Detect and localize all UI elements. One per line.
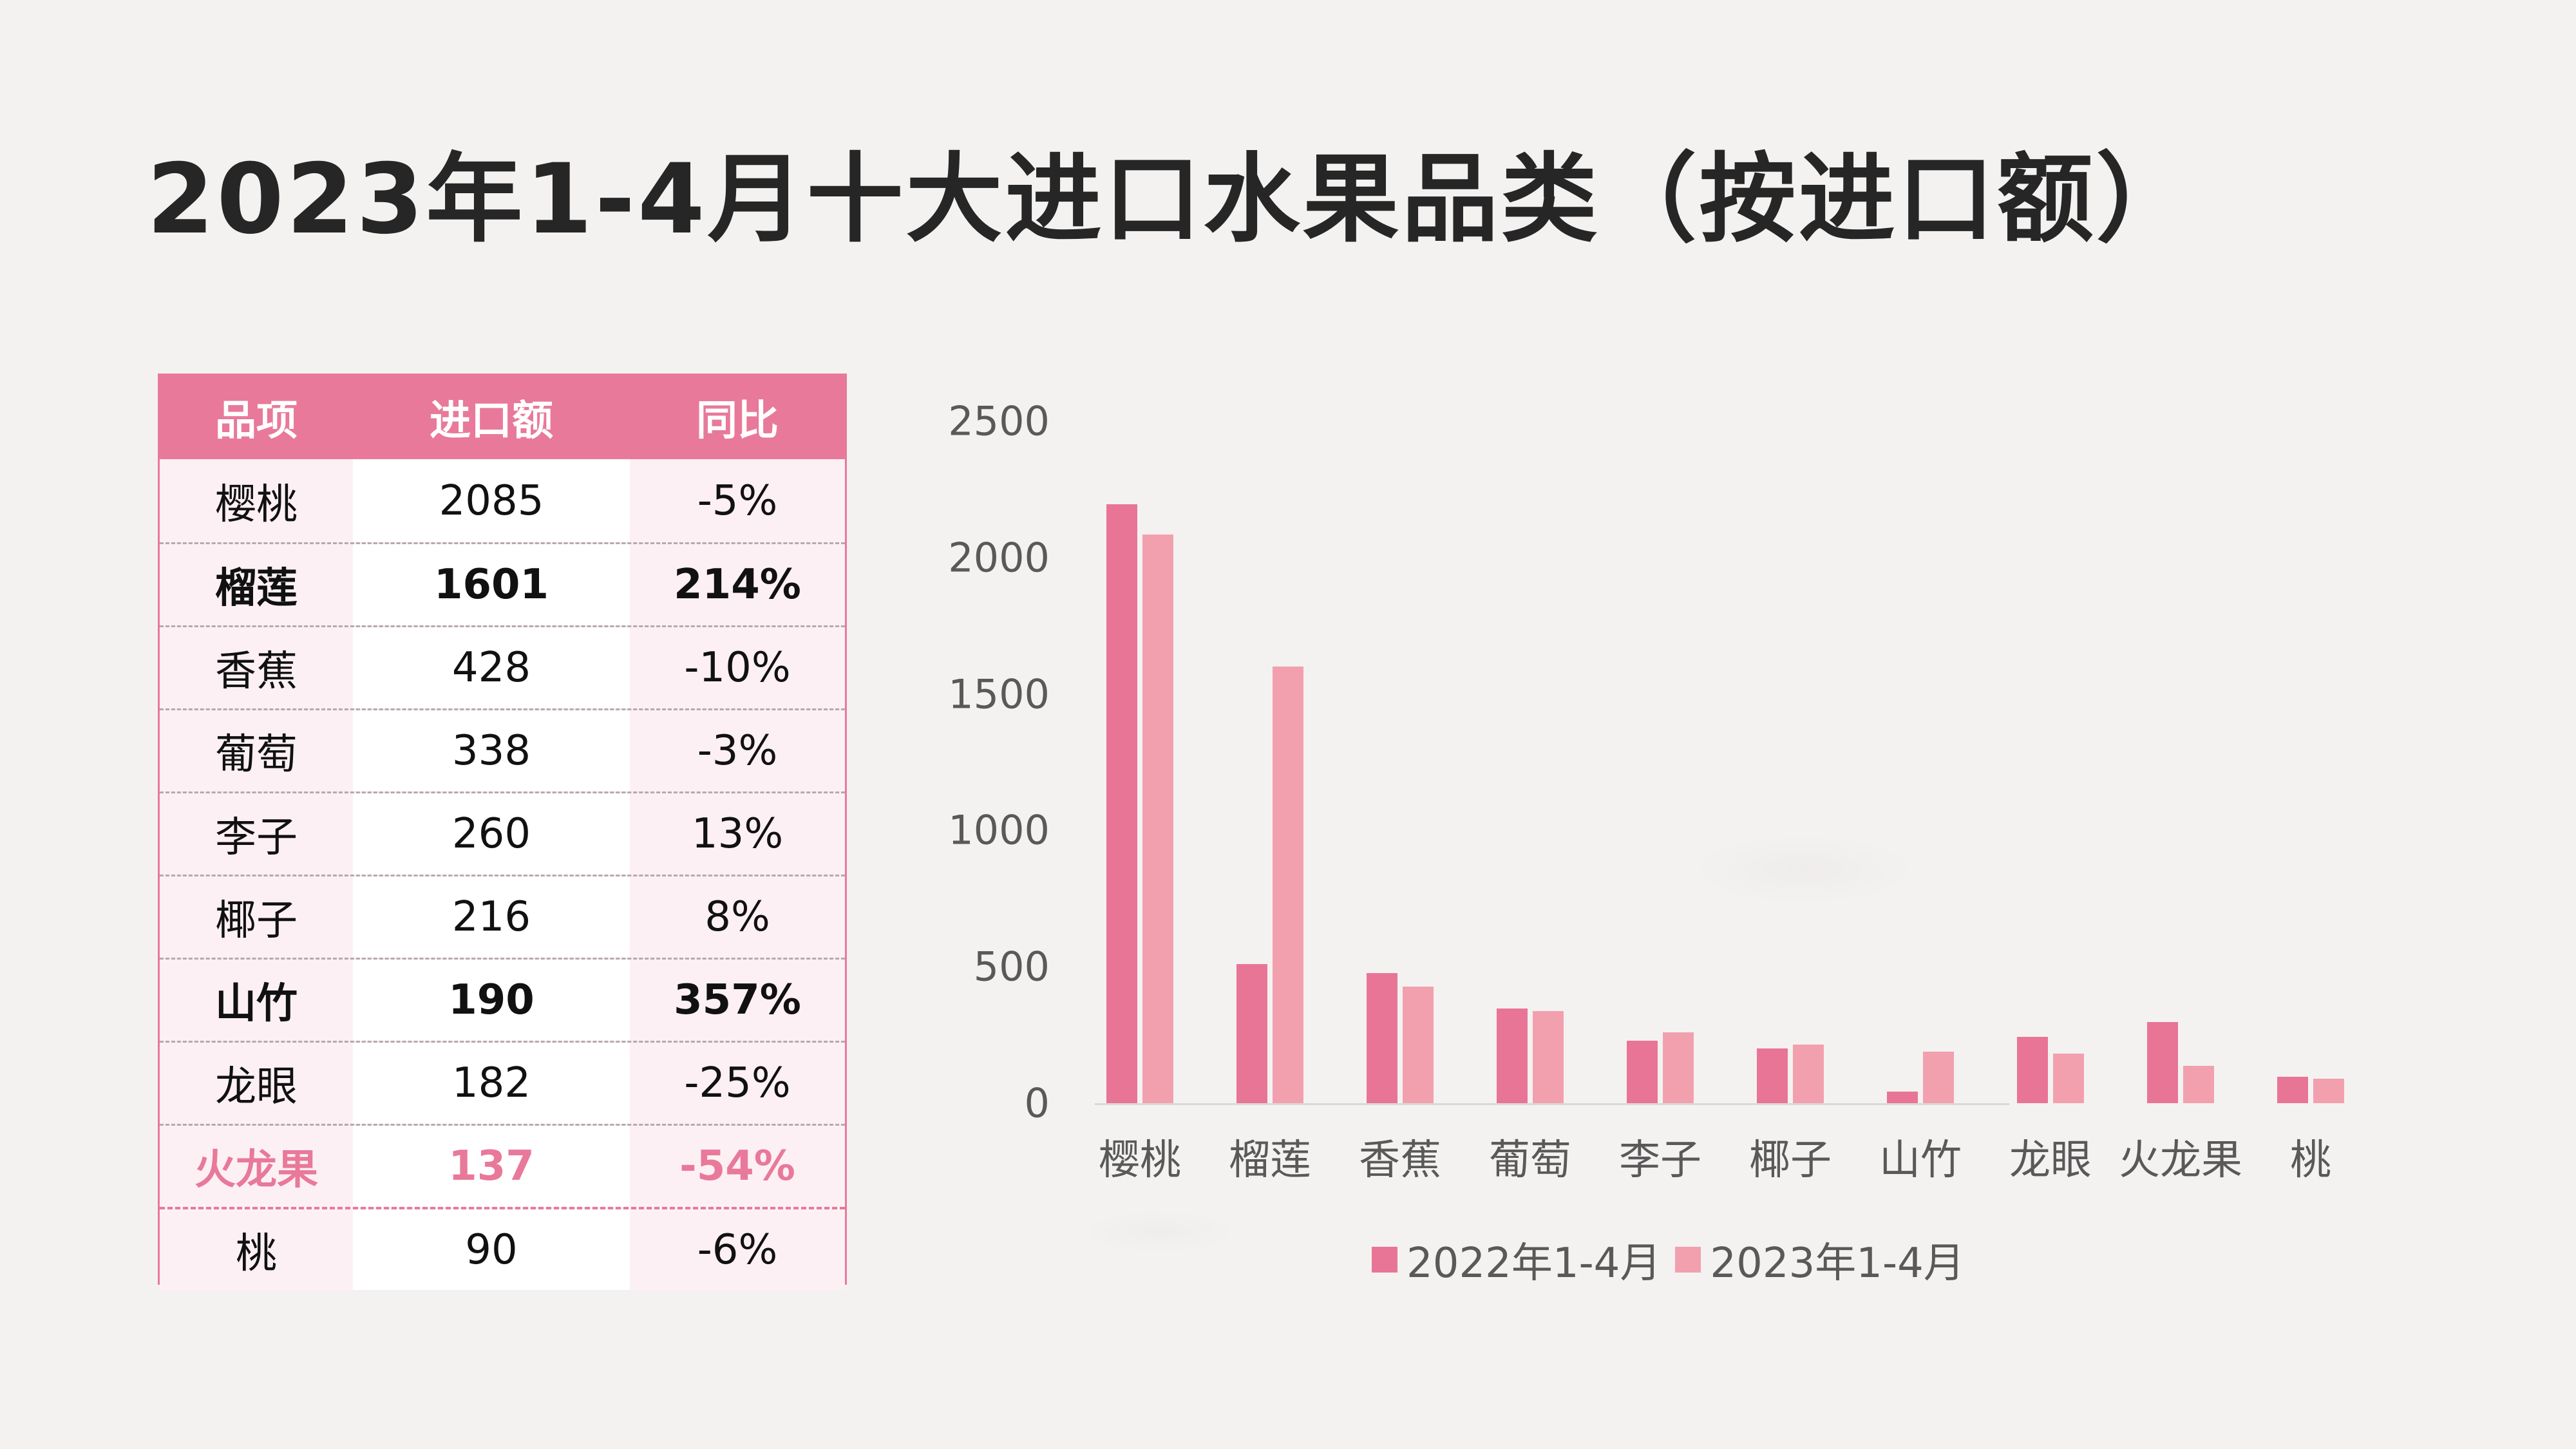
bar-2023[interactable]	[1273, 666, 1303, 1103]
cell-value: 338	[353, 710, 630, 791]
bar-2023[interactable]	[1923, 1051, 1954, 1103]
cell-item: 桃	[160, 1209, 353, 1290]
y-tick-label: 2500	[948, 397, 1050, 445]
cell-value: 137	[353, 1126, 630, 1207]
cell-item: 火龙果	[160, 1126, 353, 1207]
cell-item: 椰子	[160, 876, 353, 958]
table-header: 品项 进口额 同比	[160, 375, 845, 459]
bar-2023[interactable]	[1142, 534, 1173, 1103]
bar-2023[interactable]	[2313, 1078, 2344, 1103]
bar-2022[interactable]	[1757, 1048, 1788, 1103]
cell-value: 182	[353, 1043, 630, 1124]
cell-value: 90	[353, 1209, 630, 1290]
table-row: 桃 90 -6%	[160, 1207, 845, 1290]
y-tick-label: 500	[973, 943, 1050, 990]
bar-2022[interactable]	[1887, 1092, 1918, 1103]
bar-2022[interactable]	[1106, 504, 1137, 1103]
x-tick-label: 樱桃	[1099, 1137, 1181, 1184]
header-value: 进口额	[430, 397, 553, 445]
legend: 2022年1-4月 2023年1-4月	[1372, 1230, 1979, 1289]
table-row: 椰子 216 8%	[160, 875, 845, 958]
cell-item: 葡萄	[160, 710, 353, 791]
table-row: 李子 260 13%	[160, 791, 845, 875]
header-yoy: 同比	[696, 397, 779, 445]
table-body: 樱桃 2085 -5% 榴莲 1601 214% 香蕉 428 -10% 葡萄 338 -3% 李子 26…	[160, 459, 845, 1290]
fruit-import-table: 品项 进口额 同比 樱桃 2085 -5% 榴莲 1601 214% 香蕉 428 -10% 葡萄…	[158, 374, 847, 1290]
x-tick-label: 山竹	[1879, 1137, 1962, 1184]
cell-item: 李子	[160, 793, 353, 875]
bar-2023[interactable]	[1663, 1032, 1694, 1103]
cell-yoy: 8%	[630, 876, 845, 958]
x-tick-label: 桃	[2290, 1137, 2331, 1184]
cell-value: 260	[353, 793, 630, 875]
bar-2023[interactable]	[2053, 1053, 2084, 1103]
cell-yoy: -25%	[630, 1043, 845, 1124]
x-tick-label: 葡萄	[1489, 1137, 1571, 1184]
table-row: 香蕉 428 -10%	[160, 625, 845, 708]
bar-2022[interactable]	[1367, 973, 1397, 1103]
cell-value: 428	[353, 627, 630, 708]
y-tick-label: 1000	[948, 806, 1050, 854]
cell-yoy: -3%	[630, 710, 845, 791]
bar-2023[interactable]	[2183, 1065, 2214, 1103]
cell-item: 樱桃	[160, 459, 353, 542]
x-tick-label: 香蕉	[1359, 1137, 1441, 1184]
table-row: 榴莲 1601 214%	[160, 542, 845, 625]
x-tick-label: 椰子	[1749, 1137, 1832, 1184]
cell-value: 1601	[353, 544, 630, 625]
y-tick-label: 2000	[948, 534, 1050, 582]
x-tick-label: 龙眼	[2009, 1137, 2092, 1184]
legend-label-2022: 2022年1-4月	[1406, 1240, 1662, 1287]
table-row: 樱桃 2085 -5%	[160, 459, 845, 542]
bar-2022[interactable]	[1627, 1040, 1658, 1103]
table-row: 火龙果 137 -54%	[160, 1124, 845, 1207]
header-item: 品项	[215, 397, 298, 445]
table-row: 葡萄 338 -3%	[160, 708, 845, 791]
bar-2023[interactable]	[1533, 1010, 1564, 1103]
bar-2022[interactable]	[1497, 1008, 1528, 1103]
x-tick-label: 火龙果	[2119, 1137, 2242, 1184]
bar-2023[interactable]	[1403, 986, 1434, 1103]
x-tick-label: 李子	[1619, 1137, 1701, 1184]
cell-item: 山竹	[160, 960, 353, 1041]
cell-value: 216	[353, 876, 630, 958]
cell-yoy: 13%	[630, 793, 845, 875]
y-tick-label: 0	[1024, 1079, 1050, 1127]
legend-swatch-2022	[1372, 1247, 1397, 1273]
cell-yoy: 214%	[630, 544, 845, 625]
cell-value: 190	[353, 960, 630, 1041]
y-tick-label: 1500	[948, 670, 1050, 718]
bar-2022[interactable]	[1236, 963, 1267, 1103]
bar-chart: 2500 2000 1500 1000 500 0 樱桃 榴莲 香蕉 葡萄 李子 椰子 山竹 龙眼 火龙果…	[927, 386, 2409, 1320]
cell-yoy: -10%	[630, 627, 845, 708]
cell-yoy: -54%	[630, 1126, 845, 1207]
x-axis-line	[1095, 1103, 2009, 1105]
cell-yoy: 357%	[630, 960, 845, 1041]
legend-swatch-2023	[1675, 1247, 1701, 1273]
bar-2022[interactable]	[2147, 1021, 2178, 1103]
cell-item: 香蕉	[160, 627, 353, 708]
page-title: 2023年1-4月十大进口水果品类（按进口额）	[147, 144, 2195, 256]
bar-2022[interactable]	[2277, 1077, 2308, 1103]
cell-yoy: -6%	[630, 1209, 845, 1290]
legend-item-2023[interactable]: 2023年1-4月	[1675, 1230, 1965, 1289]
cell-item: 龙眼	[160, 1043, 353, 1124]
legend-item-2022[interactable]: 2022年1-4月	[1372, 1230, 1661, 1289]
bar-2023[interactable]	[1793, 1044, 1824, 1103]
bar-2022[interactable]	[2017, 1037, 2048, 1103]
legend-label-2023: 2023年1-4月	[1710, 1240, 1965, 1287]
cell-item: 榴莲	[160, 544, 353, 625]
x-tick-label: 榴莲	[1229, 1137, 1311, 1184]
cell-value: 2085	[353, 459, 630, 542]
table-row: 山竹 190 357%	[160, 958, 845, 1041]
table-row: 龙眼 182 -25%	[160, 1041, 845, 1124]
cell-yoy: -5%	[630, 459, 845, 542]
